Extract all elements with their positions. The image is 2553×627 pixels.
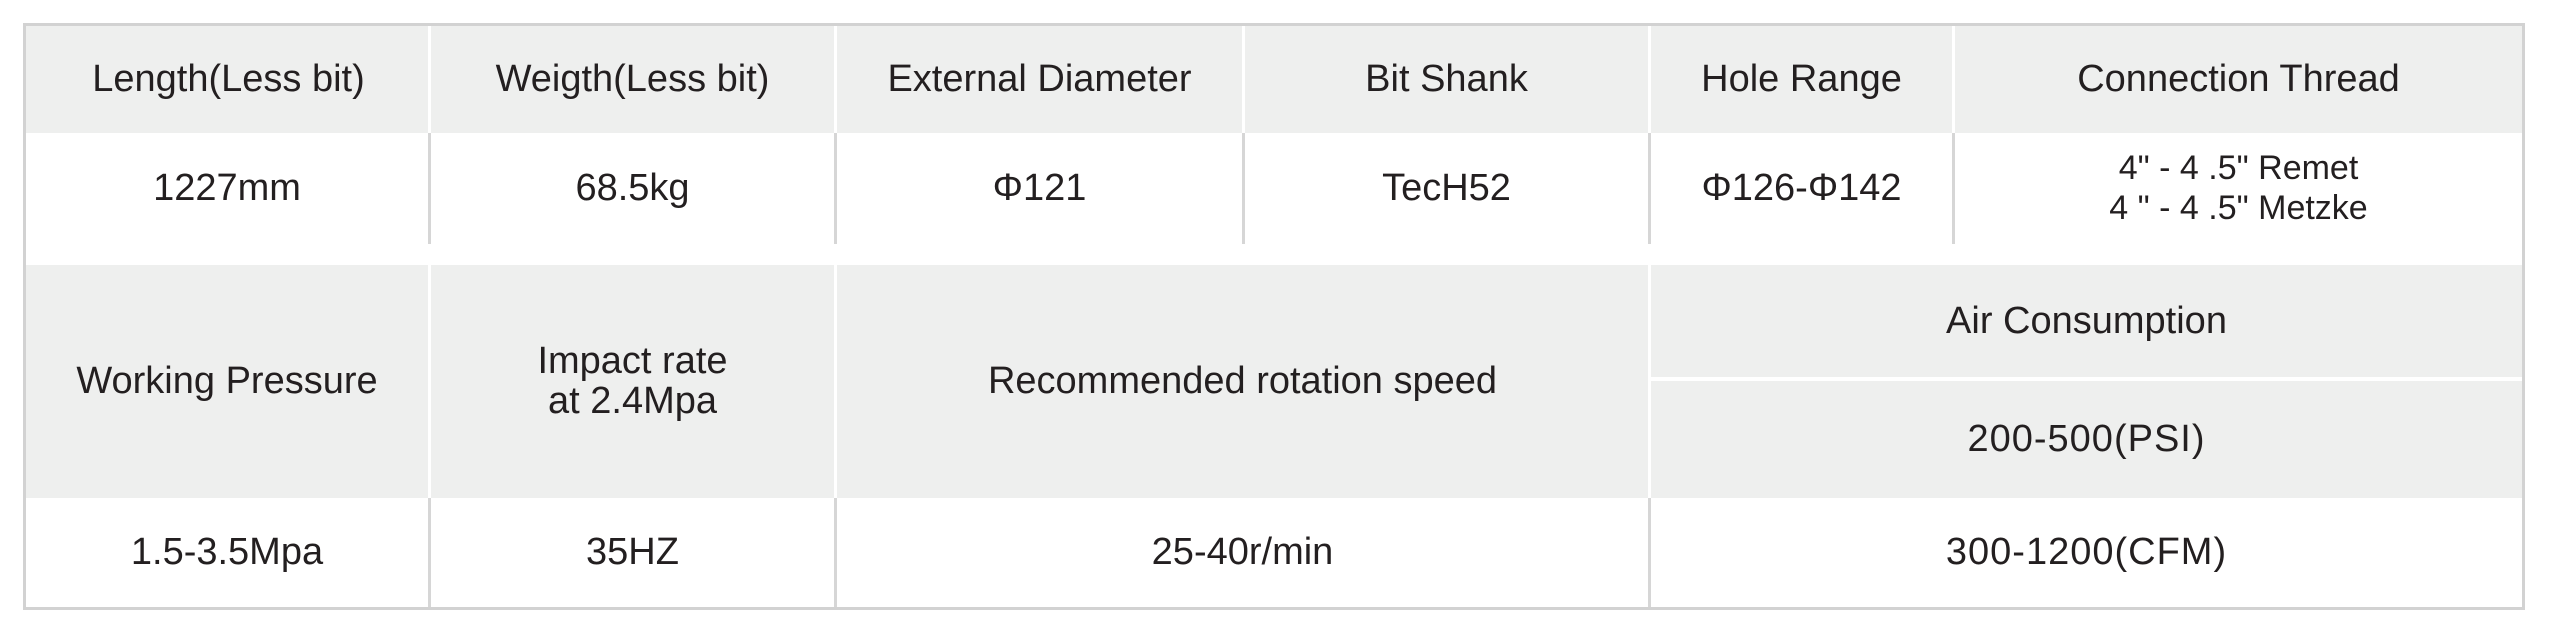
header-external-diameter-text: External Diameter xyxy=(887,58,1192,101)
header-external-diameter: External Diameter xyxy=(834,26,1242,133)
value-impact-rate: 35HZ xyxy=(428,498,834,607)
header-impact-rate: Impact rate at 2.4Mpa xyxy=(428,265,834,498)
header-air-consumption-text: Air Consumption xyxy=(1946,299,2227,342)
value-connection-thread-metzke: 4 " - 4 .5" Metzke xyxy=(2109,188,2368,227)
header-impact-rate-line2: at 2.4Mpa xyxy=(548,379,717,422)
spec-table: Length(Less bit) Weigth(Less bit) Extern… xyxy=(23,23,2525,610)
value-working-pressure: 1.5-3.5Mpa xyxy=(26,498,428,607)
value-length-text: 1227mm xyxy=(153,167,301,210)
header-hole-range: Hole Range xyxy=(1648,26,1952,133)
header-hole-range-text: Hole Range xyxy=(1701,58,1902,101)
value-bit-shank: TecH52 xyxy=(1242,133,1648,244)
header-connection-thread: Connection Thread xyxy=(1952,26,2522,133)
value-weight: 68.5kg xyxy=(428,133,834,244)
header-length: Length(Less bit) xyxy=(26,26,431,133)
value-length: 1227mm xyxy=(26,133,428,244)
header-weight: Weigth(Less bit) xyxy=(428,26,834,133)
value-impact-rate-text: 35HZ xyxy=(586,531,679,574)
header-length-text: Length(Less bit) xyxy=(92,58,365,101)
value-bit-shank-text: TecH52 xyxy=(1382,167,1511,210)
value-external-diameter: Φ121 xyxy=(834,133,1242,244)
header-air-consumption: Air Consumption xyxy=(1648,265,2522,381)
header-bit-shank: Bit Shank xyxy=(1242,26,1648,133)
value-external-diameter-text: Φ121 xyxy=(992,167,1087,210)
value-air-cfm: 300-1200(CFM) xyxy=(1648,498,2522,607)
value-working-pressure-text: 1.5-3.5Mpa xyxy=(130,531,324,574)
value-weight-text: 68.5kg xyxy=(575,167,690,210)
value-rotation-speed-text: 25-40r/min xyxy=(1151,531,1334,574)
header-working-pressure: Working Pressure xyxy=(26,265,428,498)
value-air-psi-text: 200-500(PSI) xyxy=(1967,418,2206,461)
header-bit-shank-text: Bit Shank xyxy=(1365,58,1528,101)
value-air-psi: 200-500(PSI) xyxy=(1648,381,2522,498)
header-working-pressure-text: Working Pressure xyxy=(76,360,378,403)
value-connection-thread: 4" - 4 .5" Remet 4 " - 4 .5" Metzke xyxy=(1952,133,2522,244)
value-hole-range: Φ126-Φ142 xyxy=(1648,133,1952,244)
value-connection-thread-remet: 4" - 4 .5" Remet xyxy=(2118,149,2359,188)
header-connection-thread-text: Connection Thread xyxy=(2077,58,2400,101)
header-rotation-speed: Recommended rotation speed xyxy=(834,265,1648,498)
header-rotation-speed-text: Recommended rotation speed xyxy=(987,360,1498,403)
header-weight-text: Weigth(Less bit) xyxy=(495,58,770,101)
value-hole-range-text: Φ126-Φ142 xyxy=(1701,167,1902,210)
header-impact-rate-line1: Impact rate xyxy=(537,339,728,382)
value-air-cfm-text: 300-1200(CFM) xyxy=(1945,531,2228,574)
value-rotation-speed: 25-40r/min xyxy=(834,498,1648,607)
